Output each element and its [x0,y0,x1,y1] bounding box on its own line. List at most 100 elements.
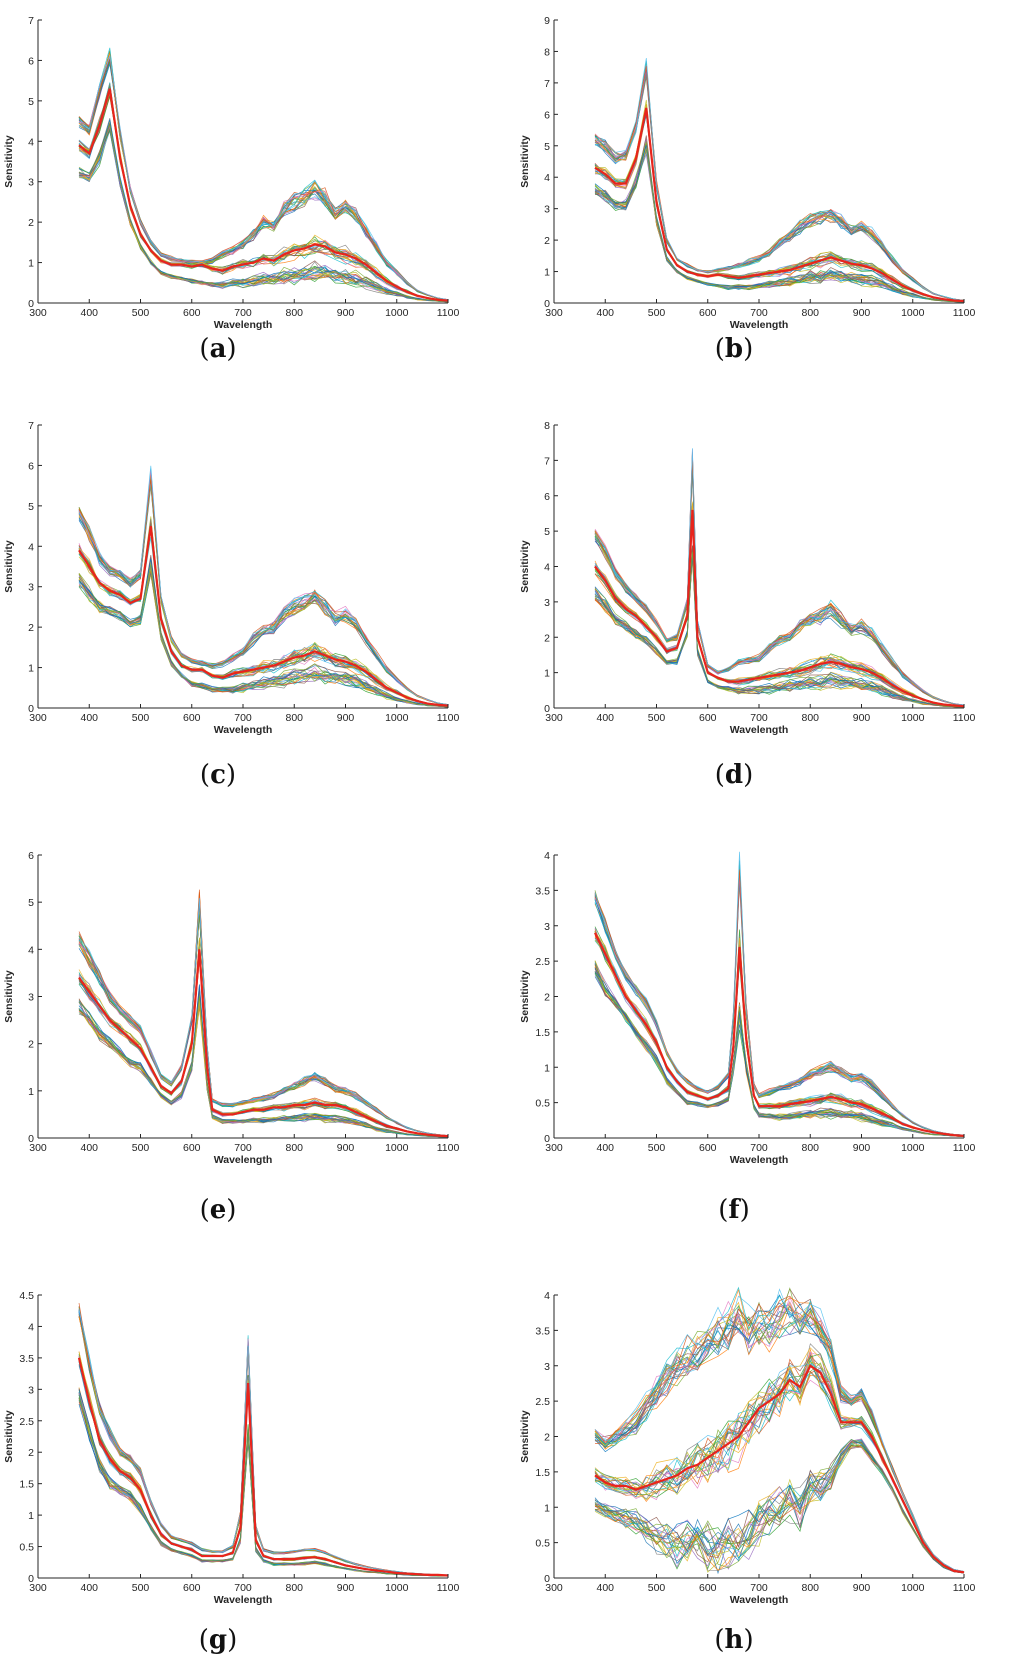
trace-line [78,473,449,705]
y-tick-label: 5 [28,96,34,108]
x-tick-label: 600 [183,307,201,319]
x-tick-label: 500 [132,1142,150,1154]
trace-line [78,1307,449,1576]
chart-a: 300 400 500 600 700 800 900 1000 1100 0 1 2 3 4 5 6 7 Wav… [3,15,459,331]
chart-e: 300 400 500 600 700 800 900 1000 1100 0 1 2 3 4 5 6 Wave… [3,850,460,1166]
trace-line [78,1311,449,1576]
x-tick-label: 800 [801,1582,819,1594]
trace-line [594,867,965,1136]
x-axis-label: Wavelength [730,724,789,736]
trace-line [78,59,449,301]
x-tick-label: 300 [29,1582,47,1594]
trace-line [594,1445,965,1574]
y-tick-label: 4 [544,172,550,184]
caption-d: (d) [714,760,754,790]
panel-d: 300 400 500 600 700 800 900 1000 1100 0 1 2 3 4 5 6 7 8 Wa… [516,405,976,736]
x-tick-label: 400 [596,712,614,724]
trace-line [78,1360,449,1576]
trace-line [594,964,965,1137]
x-axis-label: Wavelength [214,1594,273,1606]
x-tick-label: 800 [285,1582,303,1594]
y-tick-label: 0 [28,703,34,715]
trace-line [594,465,965,706]
x-tick-label: 300 [545,1582,563,1594]
x-axis-label: Wavelength [214,319,273,331]
x-tick-label: 1100 [437,1582,460,1594]
x-tick-label: 1000 [901,307,925,319]
trace-line [78,1316,449,1576]
chart-h: 300 400 500 600 700 800 900 1000 1100 0 0.5 1 1.5 2 2.… [519,1286,975,1606]
trace-line [78,524,449,706]
x-tick-label: 500 [648,307,666,319]
y-tick-label: 0 [28,298,34,310]
y-tick-label: 1.5 [19,1479,34,1491]
x-tick-label: 400 [80,1142,98,1154]
y-tick-label: 5 [544,526,550,538]
trace-line [594,464,965,706]
trace-line [78,1311,449,1576]
trace-line [594,451,965,706]
y-tick-label: 7 [544,78,550,90]
trace-line [594,1445,965,1574]
y-axis-label: Sensitivity [3,135,15,188]
trace-line [78,996,449,1138]
trace-line [594,68,965,301]
trace-line [78,1356,449,1576]
trace-line [78,472,449,706]
trace-line [594,875,965,1136]
trace-line [78,518,449,706]
trace-line [78,555,449,708]
trace-line [78,119,449,303]
x-tick-label: 400 [80,712,98,724]
y-tick-label: 4 [544,850,550,862]
trace-line [594,873,965,1136]
trace-line [78,937,449,1137]
y-tick-label: 3 [544,597,550,609]
trace-line [78,894,449,1137]
x-tick-label: 900 [853,1582,871,1594]
y-tick-label: 6 [544,109,550,121]
x-axis-label: Wavelength [730,1154,789,1166]
y-tick-label: 6 [28,460,34,472]
x-tick-label: 400 [80,1582,98,1594]
trace-line [78,560,449,708]
trace-line [78,1306,449,1576]
trace-line [78,998,449,1138]
trace-line [594,1441,965,1574]
y-tick-label: 3.5 [19,1353,34,1365]
trace-line [78,1309,449,1576]
y-tick-label: 2 [28,1447,34,1459]
y-tick-label: 1.5 [535,1027,550,1039]
x-tick-label: 800 [801,1142,819,1154]
trace-line [78,50,449,300]
x-tick-label: 900 [853,712,871,724]
trace-line [78,129,449,303]
trace-line [594,861,965,1136]
trace-line [78,524,449,707]
trace-line [78,47,449,301]
y-tick-label: 0.5 [19,1542,34,1554]
chart-c: 300 400 500 600 700 800 900 1000 1100 0 1 2 3 4 5 6 7 Wav… [3,420,459,736]
x-axis-label: Wavelength [214,724,273,736]
trace-line [594,869,965,1136]
y-axis-label: Sensitivity [3,1410,15,1463]
y-tick-label: 0 [544,703,550,715]
trace-line [78,1361,449,1576]
x-tick-label: 700 [750,1142,768,1154]
trace-line [78,889,449,1136]
x-tick-label: 1100 [437,1142,460,1154]
trace-line [594,453,965,706]
x-tick-label: 1000 [901,1142,925,1154]
trace-line [78,468,449,705]
trace-line [78,123,449,302]
trace-line [78,55,449,301]
trace-line [594,867,965,1136]
trace-line [594,875,965,1136]
y-tick-label: 2 [544,992,550,1004]
trace-line [78,1313,449,1576]
x-tick-label: 700 [234,712,252,724]
x-tick-label: 900 [337,307,355,319]
trace-line [78,1309,448,1576]
trace-line [594,860,965,1136]
y-tick-label: 0.5 [535,1098,550,1110]
